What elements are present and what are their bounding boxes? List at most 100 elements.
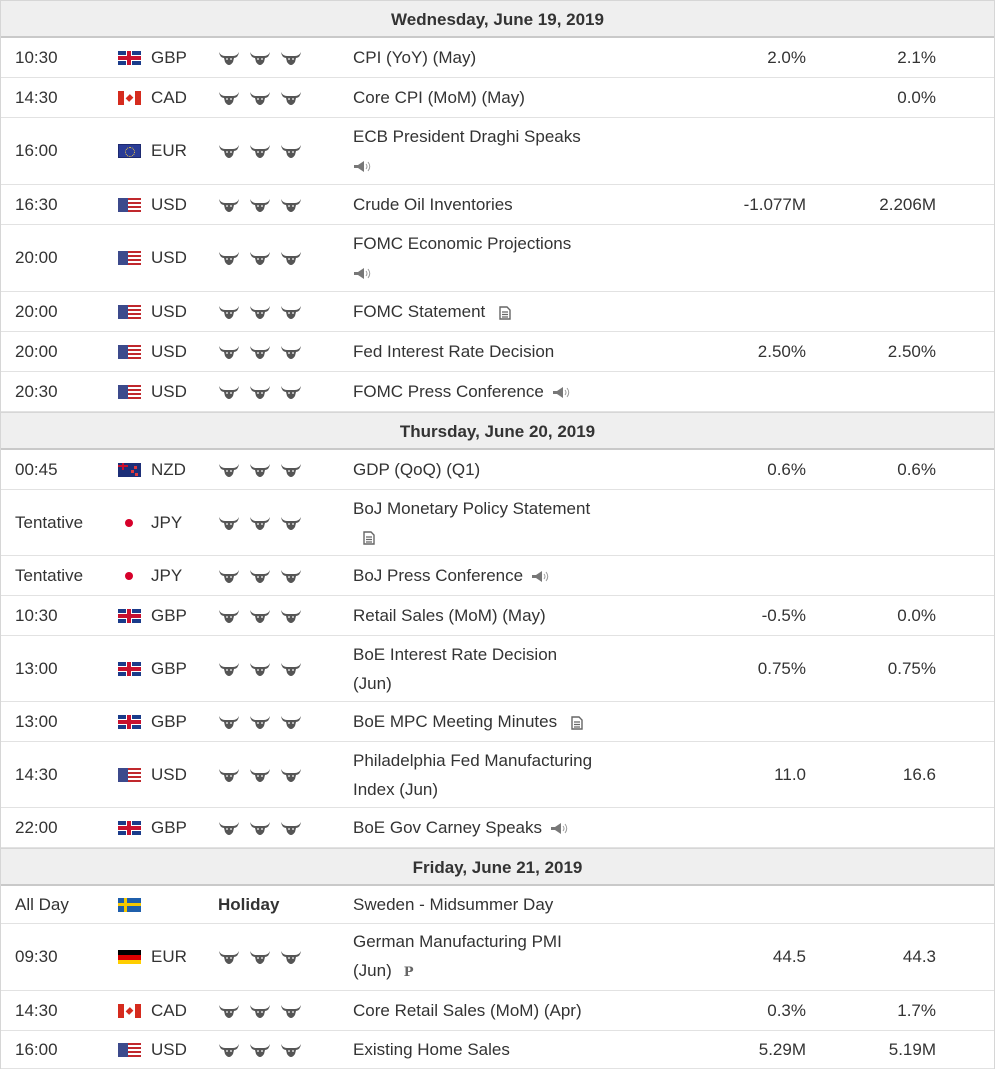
- event-name[interactable]: Fed Interest Rate Decision: [353, 337, 554, 366]
- event-name[interactable]: German Manufacturing PMI (Jun) P: [353, 927, 562, 986]
- actual-value: 2.0%: [767, 47, 806, 67]
- event-title[interactable]: Core Retail Sales (MoM) (Apr): [353, 1001, 582, 1020]
- event-name[interactable]: BoE Gov Carney Speaks: [353, 813, 570, 842]
- event-cell[interactable]: Sweden - Midsummer Day: [353, 886, 643, 923]
- event-title[interactable]: Existing Home Sales: [353, 1040, 510, 1059]
- bull-importance-icon: [250, 516, 270, 530]
- event-title[interactable]: ECB President Draghi Speaks: [353, 127, 581, 146]
- event-title[interactable]: Core CPI (MoM) (May): [353, 88, 525, 107]
- event-cell[interactable]: FOMC Statement: [353, 292, 643, 331]
- event-cell[interactable]: CPI (YoY) (May): [353, 38, 643, 77]
- event-name[interactable]: ECB President Draghi Speaks: [353, 122, 581, 180]
- event-title[interactable]: CPI (YoY) (May): [353, 48, 477, 67]
- document-icon[interactable]: [499, 305, 511, 320]
- event-title[interactable]: BoJ Monetary Policy Statement: [353, 498, 591, 518]
- event-name[interactable]: FOMC Statement: [353, 297, 511, 326]
- event-name-line: FOMC Press Conference: [353, 377, 572, 406]
- event-row[interactable]: 20:00 USD FOMC Statement: [1, 292, 994, 332]
- event-row[interactable]: 13:00 GBP BoE Interest Rate Decision (Jun) 0…: [1, 636, 994, 702]
- event-name-line: FOMC Statement: [353, 297, 511, 326]
- event-row[interactable]: 14:30 CAD Core CPI (MoM) (May) 0.0%: [1, 78, 994, 118]
- event-cell[interactable]: FOMC Press Conference: [353, 372, 643, 411]
- event-title[interactable]: BoE Interest Rate Decision: [353, 644, 558, 664]
- event-row[interactable]: 22:00 GBP BoE Gov Carney Speaks: [1, 808, 994, 848]
- event-name[interactable]: CPI (YoY) (May): [353, 43, 476, 72]
- bull-importance-icon: [250, 463, 270, 477]
- event-row[interactable]: 00:45 NZD GDP (QoQ) (Q1) 0.6% 0.6%: [1, 450, 994, 490]
- event-name[interactable]: BoE Interest Rate Decision (Jun): [353, 640, 557, 698]
- event-title[interactable]: GDP (QoQ) (Q1): [353, 460, 481, 479]
- holiday-label: Holiday: [218, 894, 280, 914]
- event-cell[interactable]: ECB President Draghi Speaks: [353, 118, 643, 184]
- event-row[interactable]: 20:00 USD Fed Interest Rate Decision 2.50% 2…: [1, 332, 994, 372]
- event-cell[interactable]: BoE Gov Carney Speaks: [353, 808, 643, 847]
- event-cell[interactable]: Core Retail Sales (MoM) (Apr): [353, 991, 643, 1030]
- event-name[interactable]: Core Retail Sales (MoM) (Apr): [353, 996, 582, 1025]
- event-cell[interactable]: Existing Home Sales: [353, 1031, 643, 1068]
- event-row[interactable]: 14:30 CAD Core Retail Sales (MoM) (Apr) 0.3…: [1, 991, 994, 1031]
- event-title[interactable]: Fed Interest Rate Decision: [353, 342, 555, 361]
- event-title[interactable]: BoE MPC Meeting Minutes: [353, 712, 558, 731]
- actual-value: [641, 556, 806, 595]
- event-row[interactable]: 20:30 USD FOMC Press Conference: [1, 372, 994, 412]
- event-title[interactable]: BoE Gov Carney Speaks: [353, 818, 542, 837]
- event-cell[interactable]: German Manufacturing PMI (Jun) P: [353, 924, 643, 990]
- event-cell[interactable]: Core CPI (MoM) (May): [353, 78, 643, 117]
- event-name[interactable]: FOMC Press Conference: [353, 377, 572, 406]
- document-icon[interactable]: [571, 715, 583, 730]
- event-cell[interactable]: BoJ Press Conference: [353, 556, 643, 595]
- event-row[interactable]: 10:30 GBP CPI (YoY) (May) 2.0% 2.1%: [1, 38, 994, 78]
- event-name[interactable]: BoJ Monetary Policy Statement: [353, 494, 590, 552]
- speaker-icon: [354, 268, 371, 280]
- event-title[interactable]: BoJ Press Conference: [353, 566, 524, 585]
- event-cell[interactable]: BoE MPC Meeting Minutes: [353, 702, 643, 741]
- event-cell[interactable]: Philadelphia Fed Manufacturing Index (Jun…: [353, 742, 643, 807]
- event-title[interactable]: German Manufacturing PMI: [353, 932, 562, 952]
- event-row[interactable]: 14:30 USD Philadelphia Fed Manufacturing In…: [1, 742, 994, 808]
- event-name[interactable]: Retail Sales (MoM) (May): [353, 601, 546, 630]
- event-name[interactable]: Sweden - Midsummer Day: [353, 890, 553, 919]
- event-name[interactable]: Existing Home Sales: [353, 1035, 510, 1064]
- event-cell[interactable]: GDP (QoQ) (Q1): [353, 450, 643, 489]
- event-row[interactable]: Tentative JPY BoJ Monetary Policy Statemen…: [1, 490, 994, 556]
- document-icon[interactable]: [363, 531, 375, 545]
- bull-importance-icon: [250, 345, 270, 359]
- event-row[interactable]: 16:30 USD Crude Oil Inventories -1.077M 2.20…: [1, 185, 994, 225]
- event-title[interactable]: FOMC Statement: [353, 302, 486, 321]
- event-title[interactable]: Crude Oil Inventories: [353, 195, 513, 214]
- event-name[interactable]: FOMC Economic Projections: [353, 229, 571, 287]
- importance-cell: Holiday: [218, 886, 338, 923]
- bull-importance-icon: [219, 715, 239, 729]
- event-row[interactable]: 16:00 EUR ECB President Draghi Speaks: [1, 118, 994, 185]
- event-cell[interactable]: Crude Oil Inventories: [353, 185, 643, 224]
- event-row[interactable]: 13:00 GBP BoE MPC Meeting Minutes: [1, 702, 994, 742]
- event-row[interactable]: Tentative JPY BoJ Press Conference: [1, 556, 994, 596]
- event-cell[interactable]: Retail Sales (MoM) (May): [353, 596, 643, 635]
- event-title[interactable]: Philadelphia Fed Manufacturing: [353, 750, 593, 770]
- event-name[interactable]: GDP (QoQ) (Q1): [353, 455, 480, 484]
- actual-value: 0.3%: [767, 1000, 806, 1020]
- event-row[interactable]: 20:00 USD FOMC Economic Projections: [1, 225, 994, 292]
- event-title[interactable]: FOMC Economic Projections: [353, 234, 572, 253]
- event-time: Tentative: [15, 565, 84, 585]
- event-name[interactable]: BoJ Press Conference: [353, 561, 551, 590]
- event-cell[interactable]: BoE Interest Rate Decision (Jun): [353, 636, 643, 701]
- event-name[interactable]: Philadelphia Fed Manufacturing Index (Jun…: [353, 746, 592, 804]
- event-name[interactable]: Crude Oil Inventories: [353, 190, 513, 219]
- event-row[interactable]: All Day Holiday Sweden - Midsummer Day: [1, 886, 994, 924]
- event-cell[interactable]: FOMC Economic Projections: [353, 225, 643, 291]
- event-row[interactable]: 16:00 USD Existing Home Sales 5.29M 5.19M: [1, 1031, 994, 1069]
- event-row[interactable]: 09:30 EUR German Manufacturing PMI (Jun) P 44…: [1, 924, 994, 991]
- event-title[interactable]: FOMC Press Conference: [353, 382, 544, 401]
- event-name[interactable]: Core CPI (MoM) (May): [353, 83, 525, 112]
- currency-code: GBP: [151, 817, 187, 837]
- event-title-cont: Index (Jun): [353, 779, 439, 799]
- event-cell[interactable]: BoJ Monetary Policy Statement: [353, 490, 643, 555]
- event-name[interactable]: BoE MPC Meeting Minutes: [353, 707, 583, 736]
- event-row[interactable]: 10:30 GBP Retail Sales (MoM) (May) -0.5% 0.0…: [1, 596, 994, 636]
- event-cell[interactable]: Fed Interest Rate Decision: [353, 332, 643, 371]
- event-title[interactable]: Sweden - Midsummer Day: [353, 895, 554, 914]
- forecast-value: 2.50%: [887, 341, 936, 361]
- importance-rating: [218, 949, 302, 965]
- event-title[interactable]: Retail Sales (MoM) (May): [353, 606, 546, 625]
